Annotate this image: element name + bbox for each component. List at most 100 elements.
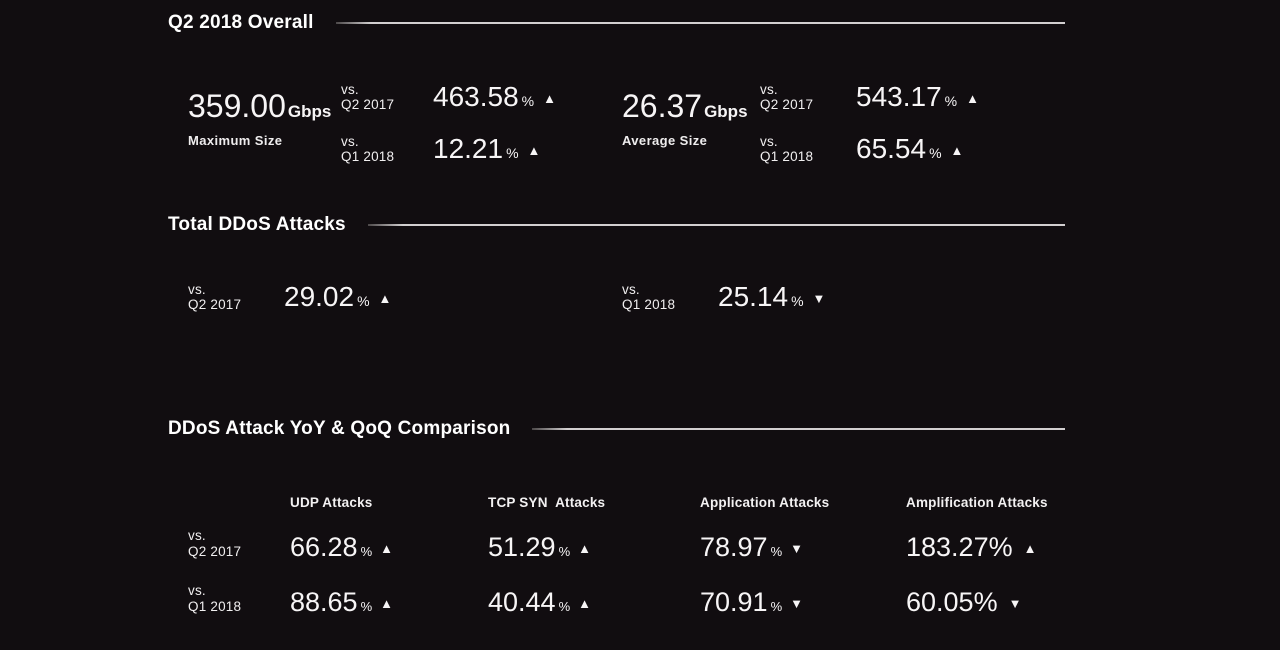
comparison-period-label: vs. Q1 2018 (622, 282, 718, 313)
period-text: Q1 2018 (760, 149, 814, 164)
section-divider-line (367, 224, 1065, 226)
trend-down-icon: ▼ (790, 541, 804, 556)
vs-text: vs. (188, 281, 206, 297)
trend-down-icon: ▼ (1008, 596, 1022, 611)
cell-amplification-vs-q2-2017: 183.27% ▲ (906, 532, 1036, 562)
cell-application-vs-q2-2017: 78.97 % ▼ (700, 532, 803, 562)
column-header-application-attacks: Application Attacks (700, 495, 830, 510)
percent-sign: % (506, 145, 519, 161)
vs-text: vs. (341, 81, 359, 97)
percent-change-value: 60.05% (906, 587, 998, 617)
vs-text: vs. (622, 281, 640, 297)
trend-down-icon: ▼ (812, 291, 826, 306)
section-header-total-attacks: Total DDoS Attacks (168, 214, 1065, 236)
total-attacks-vs-q2-2017: vs. Q2 2017 29.02 % ▲ (188, 278, 391, 316)
percent-sign: % (558, 599, 571, 614)
trend-up-icon: ▲ (380, 596, 394, 611)
period-text: Q1 2018 (622, 297, 676, 312)
percent-change-value: 29.02 (284, 281, 355, 312)
stat-unit: Gbps (287, 102, 332, 121)
stat-unit: Gbps (704, 102, 748, 121)
percent-sign: % (357, 293, 370, 309)
comparison-row: vs. Q2 2017 543.17 % ▲ (760, 78, 979, 116)
trend-up-icon: ▲ (543, 91, 556, 106)
comparison-value: 65.54 % ▲ (856, 134, 963, 164)
trend-up-icon: ▲ (578, 541, 592, 556)
percent-sign: % (944, 93, 958, 109)
vs-text: vs. (188, 583, 206, 598)
comparison-value: 29.02 % ▲ (284, 282, 391, 312)
percent-sign: % (558, 544, 571, 559)
cell-udp-vs-q2-2017: 66.28 % ▲ (290, 532, 393, 562)
percent-change-value: 70.91 (700, 587, 768, 617)
vs-text: vs. (188, 528, 206, 543)
comparison-period-label: vs. Q1 2018 (341, 134, 433, 165)
stat-average-size: 26.37 Gbps Average Size (622, 78, 760, 148)
stat-value: 359.00 (188, 88, 286, 124)
metric-group-average-size: 26.37 Gbps Average Size vs. Q2 2017 543.… (622, 78, 979, 168)
percent-change-value: 66.28 (290, 532, 358, 562)
period-text: Q2 2017 (341, 97, 395, 112)
comparison-column: vs. Q2 2017 463.58 % ▲ vs. Q1 2018 12.21… (341, 78, 556, 168)
trend-up-icon: ▲ (950, 143, 964, 158)
trend-up-icon: ▲ (527, 143, 541, 158)
percent-sign: % (360, 599, 373, 614)
percent-change-value: 25.14 (718, 281, 789, 312)
percent-change-value: 51.29 (488, 532, 556, 562)
stat-label: Maximum Size (188, 133, 283, 148)
column-header-amplification-attacks: Amplification Attacks (906, 495, 1048, 510)
stat-maximum-size: 359.00 Gbps Maximum Size (188, 78, 341, 148)
cell-tcp-syn-vs-q1-2018: 40.44 % ▲ (488, 587, 591, 617)
comparison-period-label: vs. Q1 2018 (760, 134, 856, 165)
percent-sign: % (521, 93, 535, 109)
comparison-period-label: vs. Q2 2017 (760, 82, 856, 113)
cell-application-vs-q1-2018: 70.91 % ▼ (700, 587, 803, 617)
section-title-overall: Q2 2018 Overall (168, 12, 314, 33)
percent-sign: % (929, 145, 942, 161)
period-text: Q1 2018 (188, 598, 242, 614)
vs-text: vs. (760, 133, 778, 149)
comparison-period-label: vs. Q2 2017 (341, 82, 433, 113)
section-divider-line (335, 22, 1065, 24)
section-title-total-attacks: Total DDoS Attacks (168, 214, 346, 235)
period-text: Q2 2017 (760, 97, 814, 112)
stat-value-line: 359.00 Gbps (188, 88, 341, 130)
section-header-yoy-qoq: DDoS Attack YoY & QoQ Comparison (168, 418, 1065, 440)
comparison-column: vs. Q2 2017 543.17 % ▲ vs. Q1 2018 65.54… (760, 78, 979, 168)
column-header-udp-attacks: UDP Attacks (290, 495, 373, 510)
comparison-value: 463.58 % ▲ (433, 82, 556, 112)
percent-sign: % (791, 293, 804, 309)
cell-udp-vs-q1-2018: 88.65 % ▲ (290, 587, 393, 617)
percent-sign: % (360, 544, 373, 559)
percent-change-value: 463.58 (433, 81, 519, 112)
metric-group-maximum-size: 359.00 Gbps Maximum Size vs. Q2 2017 463… (188, 78, 556, 168)
period-text: Q2 2017 (188, 543, 242, 559)
percent-change-value: 88.65 (290, 587, 358, 617)
percent-change-value: 183.27% (906, 532, 1013, 562)
percent-change-value: 543.17 (856, 81, 942, 112)
comparison-row: vs. Q1 2018 65.54 % ▲ (760, 130, 979, 168)
trend-up-icon: ▲ (578, 596, 592, 611)
percent-change-value: 65.54 (856, 133, 927, 164)
section-header-overall: Q2 2018 Overall (168, 12, 1065, 34)
row-label-vs-q2-2017: vs. Q2 2017 (188, 528, 241, 559)
total-attacks-vs-q1-2018: vs. Q1 2018 25.14 % ▼ (622, 278, 825, 316)
stat-label: Average Size (622, 133, 708, 148)
cell-amplification-vs-q1-2018: 60.05% ▼ (906, 587, 1021, 617)
stat-value-line: 26.37 Gbps (622, 88, 760, 130)
trend-up-icon: ▲ (380, 541, 394, 556)
comparison-value: 543.17 % ▲ (856, 82, 979, 112)
section-divider-line (532, 428, 1065, 430)
percent-change-value: 40.44 (488, 587, 556, 617)
percent-sign: % (770, 544, 783, 559)
cell-tcp-syn-vs-q2-2017: 51.29 % ▲ (488, 532, 591, 562)
trend-up-icon: ▲ (966, 91, 979, 106)
comparison-value: 25.14 % ▼ (718, 282, 825, 312)
trend-down-icon: ▼ (790, 596, 804, 611)
percent-change-value: 12.21 (433, 133, 504, 164)
period-text: Q1 2018 (341, 149, 395, 164)
column-header-tcp-syn-attacks: TCP SYN Attacks (488, 495, 606, 510)
period-text: Q2 2017 (188, 297, 242, 312)
section-title-yoy-qoq: DDoS Attack YoY & QoQ Comparison (168, 418, 511, 439)
